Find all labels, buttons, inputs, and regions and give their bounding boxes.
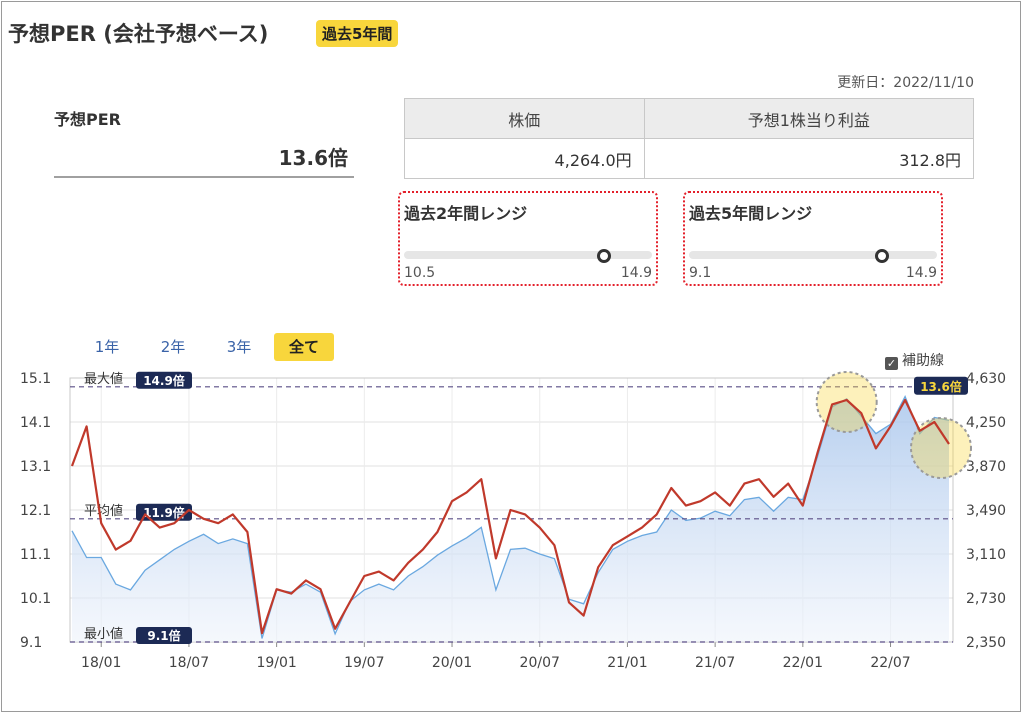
x-tick-label: 22/07 xyxy=(870,655,910,671)
reference-value-tag xyxy=(136,371,192,389)
range-2y-marker xyxy=(597,249,611,263)
x-tick-label: 19/01 xyxy=(256,655,296,671)
y-right-tick-label: 4,250 xyxy=(966,415,1006,431)
updated-date: 更新日：2022/11/10 xyxy=(837,75,974,91)
x-tick-label: 22/01 xyxy=(783,655,823,671)
helper-lines-toggle[interactable]: ✓ 補助線 xyxy=(885,350,944,370)
eps-value: 312.8円 xyxy=(643,138,975,179)
y-left-tick-label: 13.1 xyxy=(20,459,51,475)
range-2y-min: 10.5 xyxy=(404,265,436,281)
x-tick-label: 18/07 xyxy=(169,655,209,671)
range-2y-track xyxy=(404,251,652,259)
page-title: 予想PER (会社予想ベース) xyxy=(8,22,269,46)
current-value-tag-text: 13.6倍 xyxy=(920,379,962,394)
y-left-tick-label: 11.1 xyxy=(20,547,51,563)
range-5y-min: 9.1 xyxy=(689,265,712,281)
range-5y-max: 14.9 xyxy=(905,265,937,281)
reference-line-label: 最小値 xyxy=(84,626,123,642)
price-eps-table: 株価 予想1株当り利益 4,264.0円 312.8円 xyxy=(404,98,975,179)
x-tick-label: 20/01 xyxy=(432,655,472,671)
y-right-tick-label: 3,490 xyxy=(966,503,1006,519)
y-right-tick-label: 3,870 xyxy=(966,459,1006,475)
price-line xyxy=(71,394,950,639)
y-left-tick-label: 10.1 xyxy=(20,591,51,607)
current-value-tag xyxy=(914,376,968,395)
current-highlight xyxy=(910,417,972,479)
y-right-tick-label: 2,730 xyxy=(966,591,1006,607)
stock-price-header: 株価 xyxy=(404,98,645,139)
range-5y-marker xyxy=(874,249,889,263)
x-tick-label: 21/07 xyxy=(695,655,735,671)
y-right-tick-label: 3,110 xyxy=(966,547,1006,563)
reference-value-tag-text: 14.9倍 xyxy=(143,373,185,388)
per-summary: 予想PER 13.6倍 xyxy=(54,100,354,178)
y-right-tick-label: 2,350 xyxy=(966,635,1006,651)
range-5y-track xyxy=(689,251,937,259)
reference-line-label: 最大値 xyxy=(84,371,123,387)
reference-value-tag-text: 9.1倍 xyxy=(147,628,180,643)
reference-value-tag xyxy=(136,503,192,521)
x-tick-label: 18/01 xyxy=(81,655,121,671)
range-2y-max: 14.9 xyxy=(620,265,652,281)
x-tick-label: 21/01 xyxy=(607,655,647,671)
period-badge: 過去5年間 xyxy=(316,20,399,47)
x-tick-label: 19/07 xyxy=(344,655,384,671)
per-label: 予想PER xyxy=(54,110,121,129)
tab-1y[interactable]: 1年 xyxy=(94,338,120,356)
price-area xyxy=(72,396,949,642)
eps-header: 予想1株当り利益 xyxy=(643,98,975,139)
y-left-tick-label: 12.1 xyxy=(20,503,51,519)
range-5y-title: 過去5年間レンジ xyxy=(689,204,813,223)
reference-line-label: 平均値 xyxy=(84,503,123,519)
range-2y-title: 過去2年間レンジ xyxy=(404,204,528,223)
range-5y-box: 過去5年間レンジ 9.1 14.9 xyxy=(683,191,943,286)
peak-highlight xyxy=(815,371,878,433)
y-left-tick-label: 9.1 xyxy=(20,635,42,651)
y-left-tick-label: 14.1 xyxy=(20,415,51,431)
x-tick-label: 20/07 xyxy=(520,655,560,671)
checkbox-checked-icon[interactable]: ✓ xyxy=(885,357,898,370)
reference-value-tag xyxy=(136,627,192,644)
y-left-tick-label: 15.1 xyxy=(20,371,51,387)
tab-all[interactable]: 全て xyxy=(274,333,334,361)
range-2y-box: 過去2年間レンジ 10.5 14.9 xyxy=(398,191,658,286)
per-line xyxy=(70,398,950,635)
helper-lines-label: 補助線 xyxy=(902,353,944,369)
tab-3y[interactable]: 3年 xyxy=(226,338,252,356)
stock-price-value: 4,264.0円 xyxy=(404,138,645,179)
per-value: 13.6倍 xyxy=(278,146,348,170)
tab-2y[interactable]: 2年 xyxy=(160,338,186,356)
y-right-tick-label: 4,630 xyxy=(966,371,1006,387)
reference-value-tag-text: 11.9倍 xyxy=(143,505,185,520)
